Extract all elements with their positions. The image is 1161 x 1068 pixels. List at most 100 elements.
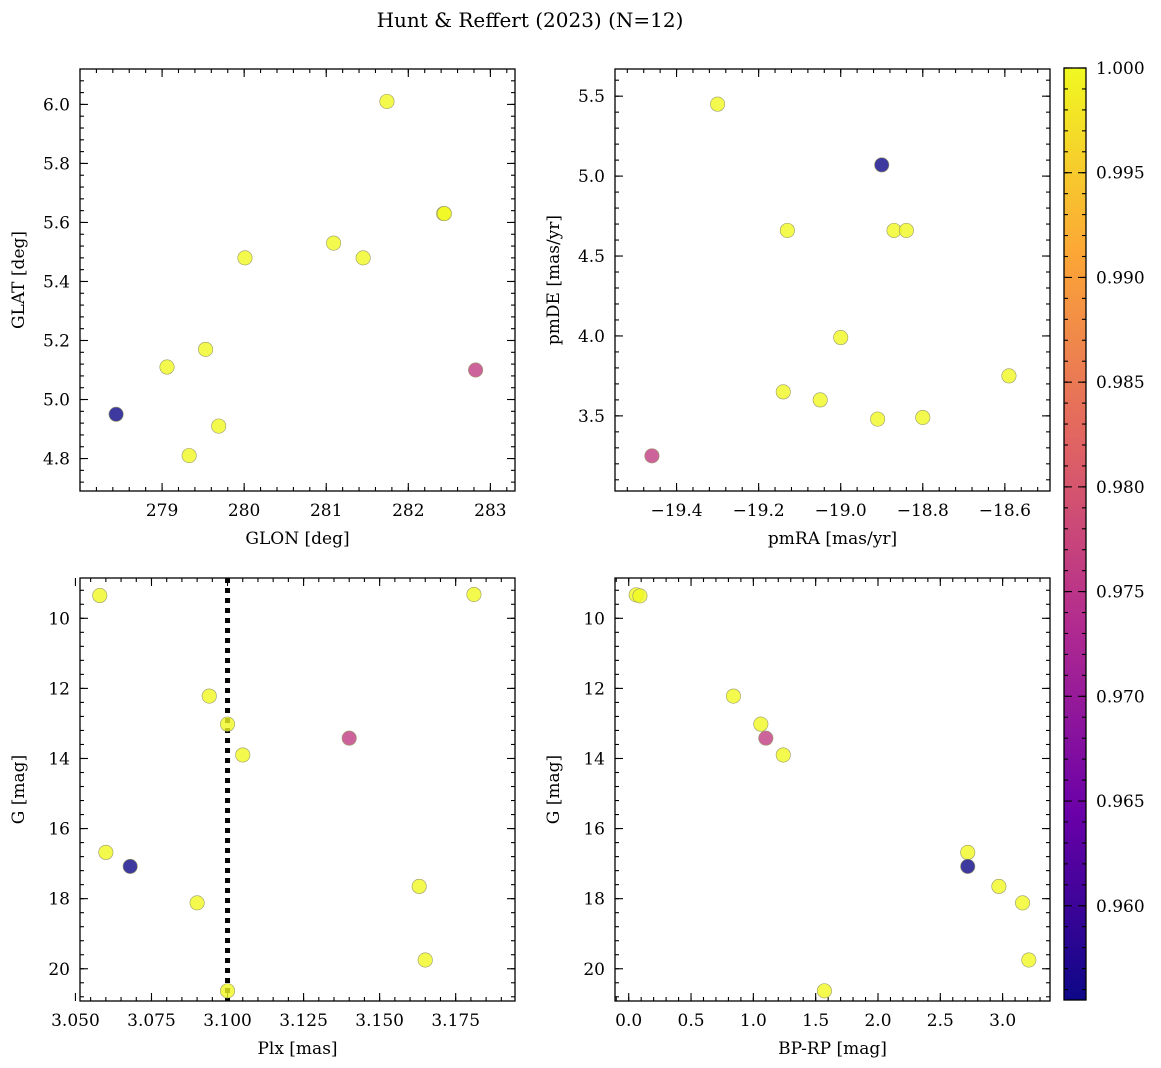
y-tick-label: 5.5 bbox=[578, 87, 605, 107]
data-point[interactable] bbox=[632, 588, 648, 604]
data-point[interactable] bbox=[189, 895, 205, 911]
figure-title: Hunt & Reffert (2023) (N=12) bbox=[377, 8, 684, 32]
data-point[interactable] bbox=[201, 688, 217, 704]
y-tick-label: 6.0 bbox=[43, 95, 70, 115]
data-point[interactable] bbox=[775, 747, 791, 763]
y-tick-label: 12 bbox=[583, 679, 605, 699]
point-group bbox=[644, 96, 1017, 464]
data-point[interactable] bbox=[235, 747, 251, 763]
data-point[interactable] bbox=[466, 586, 482, 602]
colorbar-frame bbox=[1063, 67, 1087, 1001]
data-point[interactable] bbox=[725, 688, 741, 704]
scatter-panels: 279 280 281 282 283 4.8 5.0 5.2 5.4 5.6 5.8 6.0 GLON… bbox=[9, 68, 1051, 1059]
x-tick-label: 0.0 bbox=[615, 1011, 642, 1031]
data-point[interactable] bbox=[181, 448, 197, 464]
data-point[interactable] bbox=[98, 844, 114, 860]
colorbar-tick-label: 0.965 bbox=[1096, 792, 1145, 812]
colorbar-tick-label: 0.960 bbox=[1096, 897, 1145, 917]
data-point[interactable] bbox=[758, 730, 774, 746]
y-tick-label: 4.8 bbox=[43, 450, 70, 470]
x-tick-label: 3.175 bbox=[431, 1011, 480, 1031]
y-tick-label: 18 bbox=[48, 890, 70, 910]
y-axis-label: G [mag] bbox=[9, 755, 29, 824]
data-point[interactable] bbox=[816, 983, 832, 999]
y-tick-label: 4.0 bbox=[578, 327, 605, 347]
colorbar-tick-label: 0.990 bbox=[1096, 268, 1145, 288]
data-point[interactable] bbox=[779, 222, 795, 238]
y-axis-label: GLAT [deg] bbox=[9, 231, 29, 329]
x-tick-label: −19.2 bbox=[733, 501, 785, 521]
y-tick-label: 14 bbox=[48, 749, 70, 769]
data-point[interactable] bbox=[237, 250, 253, 266]
panel-pmra-pmde: −19.4 −19.2 −19.0 −18.8 −18.6 3.5 4.0 4.5 5.0 5.5… bbox=[544, 68, 1051, 549]
data-point[interactable] bbox=[991, 878, 1007, 894]
axes-frame bbox=[614, 68, 1051, 492]
x-tick-label: 3.075 bbox=[127, 1011, 176, 1031]
data-point[interactable] bbox=[436, 206, 452, 222]
data-point[interactable] bbox=[915, 409, 931, 425]
colorbar-tick-label: 0.970 bbox=[1096, 687, 1145, 707]
data-point[interactable] bbox=[870, 411, 886, 427]
point-group bbox=[628, 587, 1037, 999]
y-tick-label: 14 bbox=[583, 749, 605, 769]
y-tick-label: 18 bbox=[583, 890, 605, 910]
data-point[interactable] bbox=[644, 448, 660, 464]
x-tick-label: 281 bbox=[310, 501, 342, 521]
data-point[interactable] bbox=[108, 406, 124, 422]
x-axis-label: GLON [deg] bbox=[245, 529, 349, 549]
data-point[interactable] bbox=[960, 844, 976, 860]
data-point[interactable] bbox=[341, 730, 357, 746]
data-point[interactable] bbox=[1021, 952, 1037, 968]
y-tick-label: 20 bbox=[583, 960, 605, 980]
data-point[interactable] bbox=[220, 983, 236, 999]
colorbar-tick-label: 1.000 bbox=[1096, 59, 1145, 79]
y-tick-label: 16 bbox=[583, 820, 605, 840]
data-point[interactable] bbox=[411, 878, 427, 894]
data-point[interactable] bbox=[1001, 368, 1017, 384]
data-point[interactable] bbox=[468, 362, 484, 378]
data-point[interactable] bbox=[812, 392, 828, 408]
y-axis-label: G [mag] bbox=[544, 755, 564, 824]
y-tick-label: 5.8 bbox=[43, 154, 70, 174]
x-tick-label: −19.4 bbox=[651, 501, 703, 521]
x-tick-label: 282 bbox=[392, 501, 424, 521]
data-point[interactable] bbox=[211, 418, 227, 434]
x-tick-label: 3.125 bbox=[279, 1011, 328, 1031]
data-point[interactable] bbox=[379, 93, 395, 109]
data-point[interactable] bbox=[898, 222, 914, 238]
data-point[interactable] bbox=[775, 384, 791, 400]
x-tick-label: 2.5 bbox=[927, 1011, 954, 1031]
x-tick-label: 1.0 bbox=[740, 1011, 767, 1031]
y-tick-label: 10 bbox=[583, 609, 605, 629]
data-point[interactable] bbox=[753, 716, 769, 732]
x-tick-label: −18.6 bbox=[979, 501, 1031, 521]
x-tick-label: 3.050 bbox=[51, 1011, 100, 1031]
data-point[interactable] bbox=[326, 235, 342, 251]
data-point[interactable] bbox=[220, 716, 236, 732]
x-axis-label: BP-RP [mag] bbox=[778, 1039, 887, 1059]
x-axis-label: pmRA [mas/yr] bbox=[768, 529, 897, 549]
data-point[interactable] bbox=[122, 858, 138, 874]
y-tick-label: 5.0 bbox=[578, 167, 605, 187]
x-tick-label: 279 bbox=[146, 501, 178, 521]
colorbar: 0.960 0.965 0.970 0.975 0.980 0.985 0.990 0.995… bbox=[1063, 59, 1145, 1001]
point-group bbox=[92, 586, 482, 999]
y-tick-label: 5.0 bbox=[43, 391, 70, 411]
x-tick-label: 280 bbox=[228, 501, 260, 521]
data-point[interactable] bbox=[833, 330, 849, 346]
data-point[interactable] bbox=[417, 952, 433, 968]
colorbar-tick-label: 0.985 bbox=[1096, 373, 1145, 393]
data-point[interactable] bbox=[198, 341, 214, 357]
data-point[interactable] bbox=[159, 359, 175, 375]
x-tick-label: 1.5 bbox=[802, 1011, 829, 1031]
data-point[interactable] bbox=[710, 96, 726, 112]
x-tick-label: −19.0 bbox=[815, 501, 867, 521]
data-point[interactable] bbox=[960, 858, 976, 874]
data-point[interactable] bbox=[874, 157, 890, 173]
x-tick-label: 2.0 bbox=[864, 1011, 891, 1031]
data-point[interactable] bbox=[355, 250, 371, 266]
data-point[interactable] bbox=[92, 588, 108, 604]
data-point[interactable] bbox=[1015, 895, 1031, 911]
colorbar-tick-label: 0.975 bbox=[1096, 583, 1145, 603]
y-tick-label: 5.2 bbox=[43, 331, 70, 351]
